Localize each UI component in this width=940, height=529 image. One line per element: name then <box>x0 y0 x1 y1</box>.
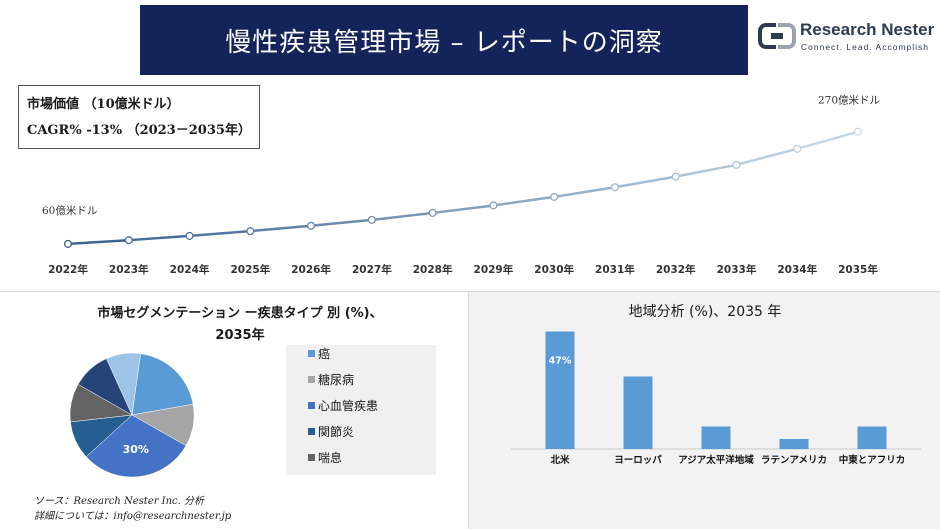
bar-category-label: アジア太平洋地域 <box>678 454 754 466</box>
market-info-box: 市場価値 （10億米ドル） CAGR% -13% （2023－2035年） <box>18 85 260 149</box>
disease-type-pie-chart: 30% <box>69 352 195 478</box>
x-tick-label: 2035年 <box>838 263 878 276</box>
pie-title-line: 市場セグメンテーション ー疾患タイプ 別 (%)、 <box>97 306 383 321</box>
pie-chart-title: 市場セグメンテーション ー疾患タイプ 別 (%)、 2035年 <box>60 303 420 347</box>
pie-data-label: 30% <box>123 443 149 456</box>
regional-bar-chart: 北米 47% ヨーロッパ アジア太平洋地域 ラテンアメリカ 中東とアフリカ <box>511 331 921 466</box>
pie-slice <box>85 414 187 478</box>
x-tick-label: 2029年 <box>474 263 514 276</box>
line-point <box>185 231 194 240</box>
logo-tagline: Connect. Lead. Accomplish <box>801 42 930 52</box>
line-segment <box>309 218 374 228</box>
x-tick-label: 2031年 <box>595 263 635 276</box>
line-point <box>853 127 863 136</box>
bar <box>545 331 575 449</box>
bar-chart-title: 地域分析 (%)、2035 年 <box>628 304 782 320</box>
line-segment <box>188 229 252 238</box>
line-point <box>307 221 316 230</box>
legend-item: 癌 <box>308 345 330 362</box>
legend-label: 心血管疾患 <box>318 399 379 413</box>
market-value-label: 市場価値 （10億米ドル） <box>27 97 180 112</box>
section-divider <box>0 291 940 292</box>
x-tick-label: 2032年 <box>656 263 696 276</box>
line-point <box>246 227 255 236</box>
line-segment <box>795 130 860 151</box>
line-point <box>489 201 498 210</box>
line-segment <box>370 211 434 222</box>
line-point <box>671 172 680 181</box>
x-tick-label: 2034年 <box>777 263 817 276</box>
line-segment <box>613 175 677 189</box>
x-tick-label: 2028年 <box>413 263 453 276</box>
x-tick-label: 2033年 <box>717 263 757 276</box>
line-point <box>367 215 376 224</box>
line-segment <box>674 163 738 178</box>
bar-category-label: 中東とアフリカ <box>839 454 906 466</box>
x-tick-label: 2026年 <box>291 263 331 276</box>
legend-label: 糖尿病 <box>318 373 355 387</box>
bar-category-label: ヨーロッパ <box>614 454 662 466</box>
value-annotation: 270億米ドル <box>818 94 880 107</box>
legend-item: 喘息 <box>308 449 342 466</box>
research-nester-logo: Research Nester Connect. Lead. Accomplis… <box>758 18 934 60</box>
line-segment <box>431 204 495 215</box>
legend-item: 糖尿病 <box>308 371 354 388</box>
line-segment <box>735 147 799 167</box>
legend-item: 関節炎 <box>308 423 354 440</box>
cagr-label: CAGR% -13% （2023－2035年） <box>27 123 251 138</box>
line-point <box>732 160 741 169</box>
x-tick-label: 2030年 <box>534 263 574 276</box>
line-point <box>124 236 133 245</box>
line-point <box>428 208 437 217</box>
panel-divider <box>468 292 469 529</box>
legend-swatch <box>308 428 315 435</box>
pie-slice <box>131 353 194 416</box>
legend-swatch <box>308 376 315 383</box>
bar <box>857 426 887 449</box>
bar <box>623 376 653 449</box>
pie-legend: 癌糖尿病心血管疾患関節炎喘息 <box>286 345 436 475</box>
line-segment <box>127 234 191 242</box>
line-segment <box>66 238 131 246</box>
line-point <box>63 239 73 248</box>
pie-slice <box>106 352 141 416</box>
pie-subtitle-line: 2035年 <box>215 328 265 343</box>
line-segment <box>492 195 556 207</box>
legend-label: 癌 <box>318 347 331 361</box>
legend-swatch <box>308 402 315 409</box>
x-tick-label: 2027年 <box>352 263 392 276</box>
legend-swatch <box>308 350 315 357</box>
line-segment <box>552 186 617 199</box>
source-note: ソース：Research Nester Inc. 分析 詳細については：info… <box>34 494 231 524</box>
legend-label: 関節炎 <box>318 425 355 439</box>
logo-mark-icon <box>758 23 796 49</box>
contact-line: 詳細については：info@researchnester.jp <box>34 511 232 522</box>
source-line: ソース：Research Nester Inc. 分析 <box>34 496 205 507</box>
bar <box>779 439 809 449</box>
report-title: 慢性疾患管理市場 – レポートの洞察 <box>225 27 663 58</box>
x-tick-label: 2024年 <box>170 263 210 276</box>
line-point <box>610 183 619 192</box>
line-segment <box>249 224 313 233</box>
bar-category-label: ラテンアメリカ <box>761 455 827 466</box>
report-title-banner: 慢性疾患管理市場 – レポートの洞察 <box>140 5 748 75</box>
line-point <box>793 144 802 153</box>
logo-name: Research Nester <box>800 20 935 39</box>
x-tick-label: 2022年 <box>48 263 88 276</box>
bar-category-label: 北米 <box>550 454 570 466</box>
x-tick-label: 2023年 <box>109 263 149 276</box>
legend-item: 心血管疾患 <box>308 397 378 414</box>
line-point <box>550 192 559 201</box>
value-annotation: 60億米ドル <box>42 204 97 217</box>
legend-swatch <box>308 454 315 461</box>
bar-data-label: 47% <box>549 356 572 367</box>
market-value-line-chart: 2022年 2023年 2024年 2025年 2026年 2027年 2028年 2029年… <box>42 94 880 276</box>
legend-label: 喘息 <box>318 451 343 465</box>
bar <box>701 426 731 449</box>
x-tick-label: 2025年 <box>230 263 270 276</box>
